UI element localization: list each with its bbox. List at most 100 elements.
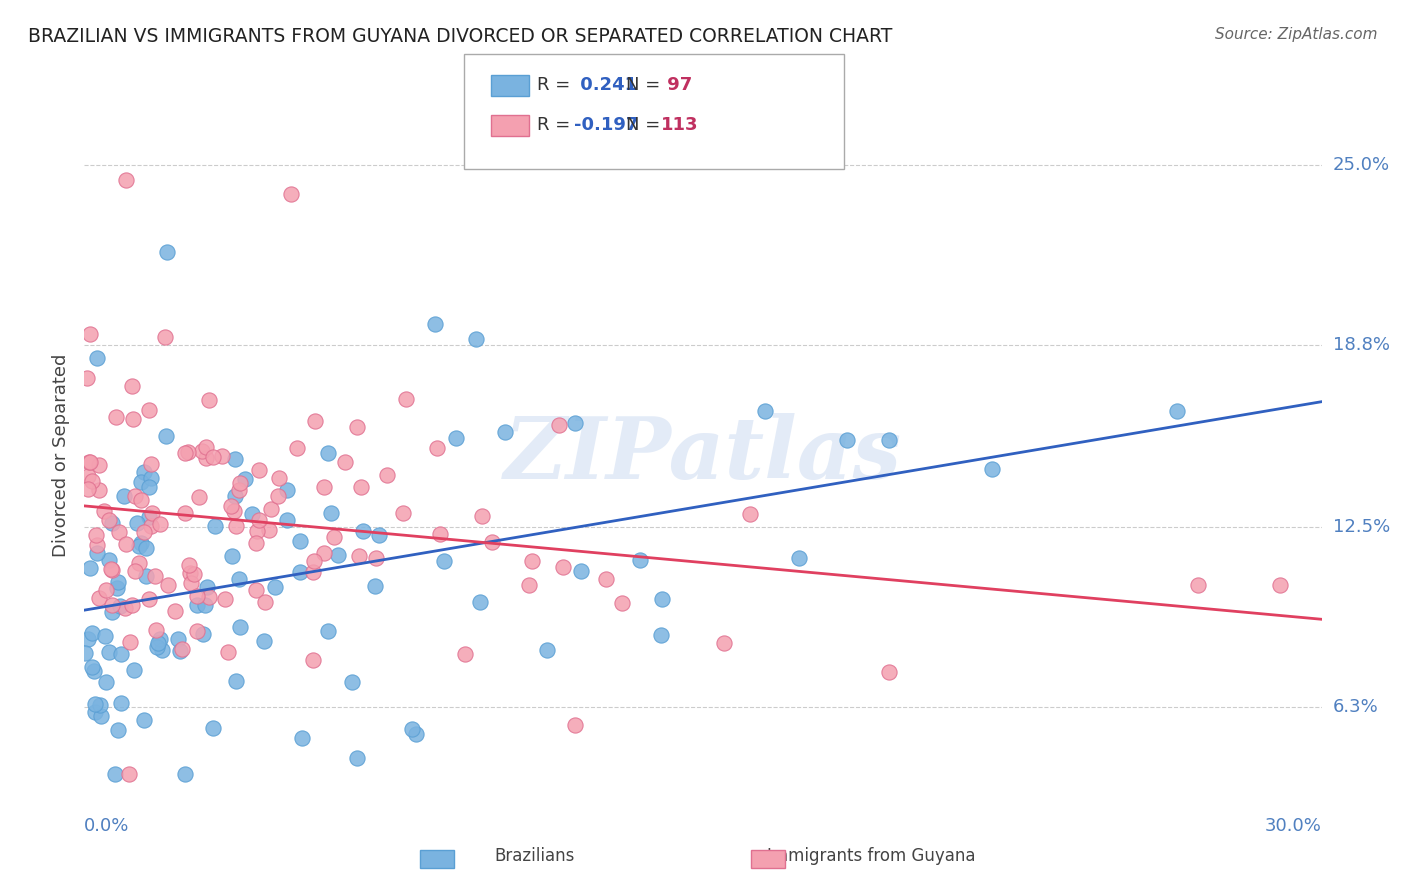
Point: [304, 414, 326, 428]
Point: [326, 549, 349, 563]
Point: [536, 642, 558, 657]
Point: [84, 705, 107, 719]
Point: [285, 441, 308, 455]
Point: [548, 418, 571, 433]
Point: [980, 462, 1002, 476]
Point: [650, 628, 672, 642]
Point: [247, 513, 270, 527]
Text: 0.0%: 0.0%: [84, 817, 129, 835]
Point: [75, 647, 97, 661]
Point: [149, 516, 172, 531]
Point: [204, 518, 226, 533]
Point: [114, 172, 136, 186]
Point: [86, 538, 108, 552]
Point: [155, 428, 177, 442]
Point: [101, 516, 124, 530]
Point: [101, 599, 124, 613]
Point: [80, 659, 103, 673]
Point: [316, 446, 339, 460]
Point: [77, 482, 100, 496]
Point: [194, 451, 217, 466]
Text: -0.197: -0.197: [574, 116, 638, 134]
Point: [252, 634, 274, 648]
Point: [225, 674, 247, 689]
Point: [156, 245, 179, 260]
Point: [139, 471, 162, 485]
Point: [288, 534, 311, 549]
Point: [86, 351, 108, 366]
Point: [564, 416, 586, 430]
Point: [138, 480, 160, 494]
Point: [228, 572, 250, 586]
Point: [877, 665, 900, 680]
Point: [494, 425, 516, 439]
Text: Immigrants from Guyana: Immigrants from Guyana: [768, 847, 976, 865]
Point: [877, 434, 900, 448]
Text: 0.241: 0.241: [574, 76, 637, 94]
Point: [263, 580, 285, 594]
Text: 12.5%: 12.5%: [1333, 518, 1391, 536]
Point: [174, 506, 197, 520]
Point: [156, 578, 179, 592]
Point: [129, 493, 152, 508]
Text: 6.3%: 6.3%: [1333, 698, 1378, 716]
Point: [302, 554, 325, 568]
Point: [138, 592, 160, 607]
Point: [202, 450, 225, 465]
Point: [254, 595, 277, 609]
Point: [610, 596, 633, 610]
Point: [139, 519, 162, 533]
Point: [79, 455, 101, 469]
Point: [302, 566, 325, 580]
Point: [465, 332, 488, 346]
Point: [188, 490, 211, 504]
Point: [595, 572, 617, 586]
Point: [134, 713, 156, 727]
Point: [90, 709, 112, 723]
Point: [1166, 404, 1188, 418]
Point: [235, 473, 257, 487]
Point: [738, 507, 761, 521]
Point: [87, 458, 110, 473]
Point: [276, 483, 298, 497]
Point: [247, 463, 270, 477]
Point: [713, 636, 735, 650]
Point: [1187, 578, 1209, 592]
Point: [319, 506, 342, 520]
Point: [77, 469, 100, 483]
Point: [183, 566, 205, 581]
Point: [94, 675, 117, 690]
Point: [426, 442, 449, 456]
Point: [222, 503, 245, 517]
Point: [346, 420, 368, 434]
Point: [163, 604, 186, 618]
Point: [131, 475, 153, 489]
Point: [166, 632, 188, 646]
Text: Source: ZipAtlas.com: Source: ZipAtlas.com: [1215, 27, 1378, 42]
Text: N =: N =: [626, 116, 665, 134]
Point: [194, 599, 217, 613]
Point: [112, 489, 135, 503]
Point: [569, 564, 592, 578]
Point: [79, 561, 101, 575]
Point: [83, 664, 105, 678]
Point: [350, 480, 373, 494]
Text: N =: N =: [626, 76, 665, 94]
Point: [280, 187, 302, 202]
Point: [84, 528, 107, 542]
Text: R =: R =: [537, 76, 576, 94]
Point: [352, 524, 374, 539]
Point: [135, 541, 157, 556]
Point: [124, 489, 146, 503]
Point: [104, 410, 127, 425]
Point: [87, 483, 110, 498]
Point: [89, 698, 111, 712]
Point: [110, 696, 132, 710]
Point: [340, 674, 363, 689]
Point: [423, 318, 446, 332]
Point: [444, 431, 467, 445]
Point: [86, 546, 108, 560]
Point: [470, 595, 492, 609]
Point: [110, 647, 132, 661]
Point: [82, 626, 104, 640]
